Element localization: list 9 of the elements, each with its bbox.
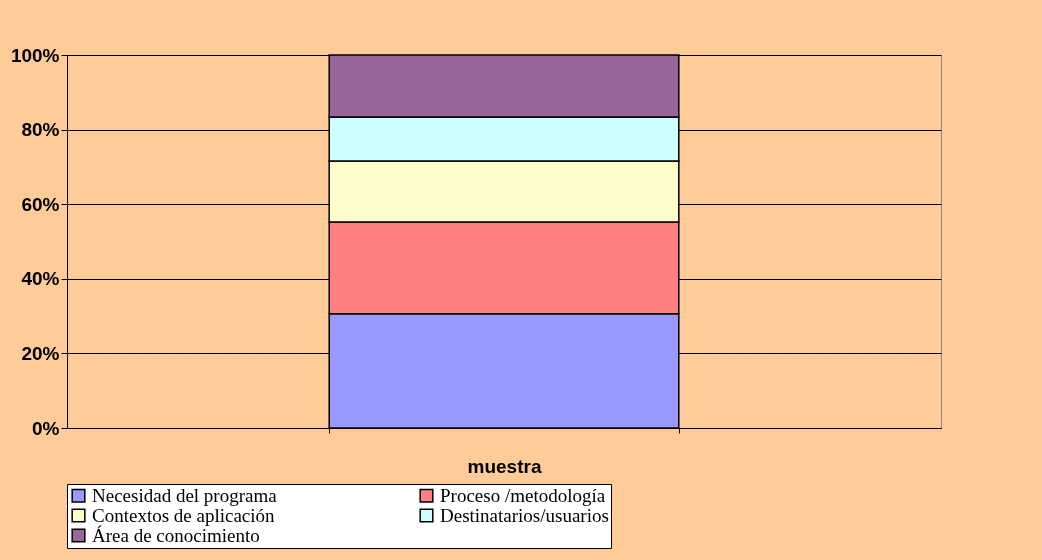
y-tick-label: 80%: [21, 119, 60, 141]
y-tick-label: 60%: [21, 193, 60, 215]
y-tick-label: 0%: [32, 417, 60, 439]
y-tick-label: 40%: [21, 268, 60, 290]
y-tick-label: 20%: [21, 342, 60, 364]
y-tick-label: 100%: [10, 44, 60, 66]
x-axis-title: muestra: [467, 455, 542, 477]
legend-label: Necesidad del programa: [92, 484, 278, 506]
legend-label: Proceso /metodología: [440, 484, 606, 506]
